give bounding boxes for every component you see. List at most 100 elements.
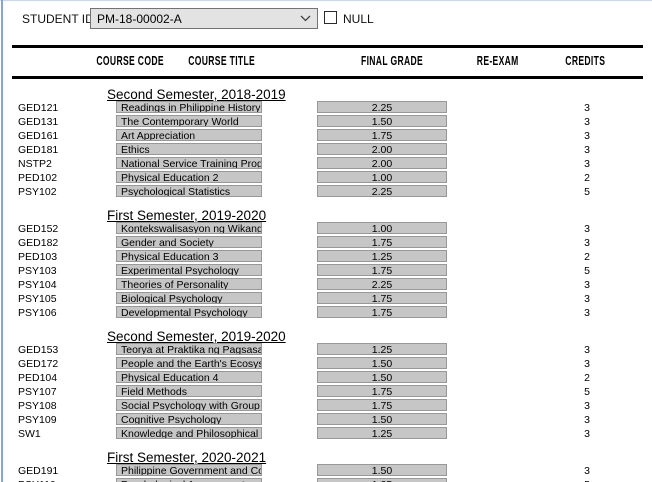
course-title-cell: Physical Education 2 xyxy=(116,171,262,183)
course-title-cell: Social Psychology with Group Dynami xyxy=(116,399,262,411)
final-grade-cell: 2.00 xyxy=(317,157,447,169)
semester-section: Second Semester, 2018-2019 GED121 Reading… xyxy=(12,86,643,199)
semester-section: First Semester, 2019-2020 GED152 Konteksw… xyxy=(12,207,643,320)
course-code-cell: GED121 xyxy=(18,102,59,114)
course-title-cell: Teorya at Praktika ng Pagsasalin xyxy=(116,343,262,355)
course-code-cell: GED182 xyxy=(18,237,59,249)
course-title-cell: National Service Training Program 2 xyxy=(116,157,262,169)
semester-section-title: Second Semester, 2018-2019 xyxy=(107,87,286,102)
table-row: PSY102 Psychological Statistics 2.25 5 xyxy=(12,185,643,199)
credits-cell: 3 xyxy=(584,279,590,291)
table-top-rule xyxy=(12,45,643,48)
final-grade-cell: 2.00 xyxy=(317,143,447,155)
course-code-cell: PSY104 xyxy=(18,279,57,291)
table-row: PED104 Physical Education 4 1.50 2 xyxy=(12,371,643,385)
final-grade-cell: 2.25 xyxy=(317,278,447,290)
course-title-cell: Gender and Society xyxy=(116,236,262,248)
final-grade-cell: 1.50 xyxy=(317,413,447,425)
table-row: PSY108 Social Psychology with Group Dynam… xyxy=(12,399,643,413)
credits-cell: 3 xyxy=(584,358,590,370)
course-code-cell: GED181 xyxy=(18,144,59,156)
course-title-cell: Psychological Assessment xyxy=(116,478,262,482)
credits-cell: 3 xyxy=(584,428,590,440)
course-title-cell: Kontekswalisasyon ng Wikang Filipino xyxy=(116,222,262,234)
course-title-cell: Knowledge and Philosophical Founda xyxy=(116,427,262,439)
credits-cell: 2 xyxy=(584,172,590,184)
course-code-cell: PED103 xyxy=(18,251,58,263)
student-id-selected-value: PM-18-00002-A xyxy=(97,11,182,26)
course-title-cell: People and the Earth's Ecosystem xyxy=(116,357,262,369)
course-title-cell: Art Appreciation xyxy=(116,129,262,141)
semester-section-title: Second Semester, 2019-2020 xyxy=(107,329,286,344)
course-title-cell: Physical Education 3 xyxy=(116,250,262,262)
column-header-re-exam: RE-EXAM xyxy=(477,53,519,68)
course-code-cell: PSY109 xyxy=(18,414,57,426)
final-grade-cell: 1.75 xyxy=(317,306,447,318)
credits-cell: 2 xyxy=(584,372,590,384)
final-grade-cell: 1.25 xyxy=(317,427,447,439)
null-checkbox[interactable] xyxy=(324,11,337,24)
final-grade-cell: 1.50 xyxy=(317,115,447,127)
course-code-cell: GED152 xyxy=(18,223,59,235)
course-code-cell: GED161 xyxy=(18,130,59,142)
column-header-final-grade: FINAL GRADE xyxy=(360,53,424,68)
course-code-cell: GED153 xyxy=(18,344,59,356)
table-row: PSY107 Field Methods 1.75 5 xyxy=(12,385,643,399)
table-row: GED153 Teorya at Praktika ng Pagsasalin 1.… xyxy=(12,343,643,357)
credits-cell: 3 xyxy=(584,465,590,477)
final-grade-cell: 1.75 xyxy=(317,264,447,276)
column-header-credits: CREDITS xyxy=(565,53,605,68)
credits-cell: 5 xyxy=(584,186,590,198)
course-title-cell: Physical Education 4 xyxy=(116,371,262,383)
final-grade-cell: 1.75 xyxy=(317,129,447,141)
chevron-down-icon xyxy=(300,15,311,22)
course-title-cell: Theories of Personality xyxy=(116,278,262,290)
column-header-course-code: COURSE CODE xyxy=(96,53,164,68)
course-code-cell: PSY102 xyxy=(18,186,57,198)
credits-cell: 3 xyxy=(584,307,590,319)
semester-section: First Semester, 2020-2021 GED191 Philippi… xyxy=(12,449,643,482)
table-row: PSY110 Psychological Assessment 1.25 5 xyxy=(12,478,643,482)
final-grade-cell: 1.75 xyxy=(317,236,447,248)
table-row: GED161 Art Appreciation 1.75 3 xyxy=(12,129,643,143)
final-grade-cell: 1.00 xyxy=(317,171,447,183)
final-grade-cell: 1.75 xyxy=(317,385,447,397)
table-row: SW1 Knowledge and Philosophical Founda 1.2… xyxy=(12,427,643,441)
course-code-cell: PED102 xyxy=(18,172,58,184)
window-left-border xyxy=(1,0,3,482)
credits-cell: 3 xyxy=(584,293,590,305)
credits-cell: 3 xyxy=(584,223,590,235)
table-row: PSY105 Biological Psychology 1.75 3 xyxy=(12,292,643,306)
course-code-cell: PSY110 xyxy=(18,479,56,482)
window-top-border xyxy=(0,0,652,1)
student-id-label: STUDENT ID: xyxy=(22,12,98,26)
course-title-cell: The Contemporary World xyxy=(116,115,262,127)
credits-cell: 3 xyxy=(584,400,590,412)
course-code-cell: GED191 xyxy=(18,465,59,477)
credits-cell: 3 xyxy=(584,144,590,156)
course-code-cell: PSY108 xyxy=(18,400,57,412)
credits-cell: 2 xyxy=(584,251,590,263)
course-title-cell: Readings in Philippine History xyxy=(116,101,262,113)
semester-section-title: First Semester, 2020-2021 xyxy=(107,450,267,465)
final-grade-cell: 1.50 xyxy=(317,371,447,383)
course-code-cell: PSY107 xyxy=(18,386,57,398)
course-title-cell: Field Methods xyxy=(116,385,262,397)
final-grade-cell: 2.25 xyxy=(317,185,447,197)
credits-cell: 5 xyxy=(492,479,590,482)
report-body: Second Semester, 2018-2019 GED121 Reading… xyxy=(12,79,643,482)
table-row: PED102 Physical Education 2 1.00 2 xyxy=(12,171,643,185)
table-header-rule xyxy=(12,76,643,79)
credits-cell: 3 xyxy=(584,130,590,142)
course-code-cell: PSY106 xyxy=(18,307,57,319)
table-row: NSTP2 National Service Training Program 2… xyxy=(12,157,643,171)
final-grade-cell: 1.25 xyxy=(317,343,447,355)
course-title-cell: Cognitive Psychology xyxy=(116,413,262,425)
student-id-dropdown[interactable]: PM-18-00002-A xyxy=(90,8,318,29)
null-checkbox-label: NULL xyxy=(343,12,374,26)
course-title-cell: Biological Psychology xyxy=(116,292,262,304)
credits-cell: 3 xyxy=(584,344,590,356)
table-row: GED182 Gender and Society 1.75 3 xyxy=(12,236,643,250)
course-title-cell: Developmental Psychology xyxy=(116,306,262,318)
